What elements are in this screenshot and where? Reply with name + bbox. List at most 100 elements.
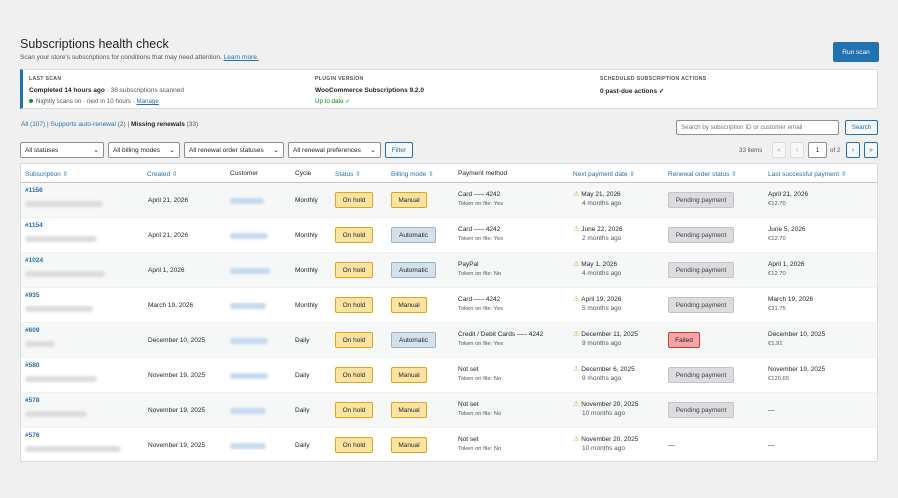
- col-renewal-status[interactable]: Renewal order status ⇳: [668, 171, 737, 178]
- table-row: #1024 April 1, 2026 Monthly On hold Automati…: [21, 253, 877, 288]
- last-scan-section: LAST SCAN Completed 14 hours ago · 38 su…: [29, 76, 184, 105]
- last-payment-empty: —: [768, 407, 775, 414]
- renewal-preference-select[interactable]: All renewal preferences ⌄: [288, 142, 381, 158]
- warning-icon: ⚠: [573, 401, 580, 408]
- renewal-status-badge: Pending payment: [668, 227, 734, 243]
- payment-method-cell: Not set Token on file: No: [458, 436, 501, 452]
- first-page-button[interactable]: «: [772, 142, 786, 158]
- redacted-customer-link[interactable]: [230, 338, 268, 344]
- payment-method: Not set: [458, 366, 479, 373]
- status-badge: On hold: [335, 262, 373, 278]
- prev-page-button[interactable]: ‹: [790, 142, 804, 158]
- created-date: April 1, 2026: [148, 267, 185, 274]
- redacted-customer-name: [25, 446, 121, 452]
- view-all[interactable]: All (107): [21, 121, 46, 128]
- view-filters: All (107) | Supports auto-renewal (2) | …: [21, 121, 199, 128]
- search-input[interactable]: [676, 120, 839, 135]
- learn-more-link[interactable]: Learn more.: [223, 54, 259, 61]
- redacted-customer-link[interactable]: [230, 233, 268, 239]
- last-scan-label: LAST SCAN: [29, 76, 62, 82]
- billing-mode-select[interactable]: All billing modes ⌄: [108, 142, 180, 158]
- billing-cycle: Monthly: [295, 267, 318, 274]
- last-payment-cell: November 19, 2025 €120.65: [768, 366, 825, 382]
- redacted-customer-link[interactable]: [230, 373, 268, 379]
- last-page-button[interactable]: »: [864, 142, 878, 158]
- renewal-status-select[interactable]: All renewal order statuses ⌄: [184, 142, 284, 158]
- subscription-link[interactable]: #609: [25, 327, 40, 334]
- next-payment-cell: ⚠ November 20, 2025 10 months ago: [573, 435, 638, 452]
- subtitle-text: Scan your store's subscriptions for cond…: [20, 54, 222, 61]
- next-payment-relative: 2 months ago: [582, 235, 622, 242]
- col-status[interactable]: Status ⇳: [335, 171, 361, 178]
- next-payment-date: December 11, 2025: [581, 331, 638, 338]
- payment-method-cell: PayPal Token on file: No: [458, 261, 501, 277]
- status-select[interactable]: All statuses ⌄: [20, 142, 104, 158]
- subscription-link[interactable]: #1154: [25, 222, 43, 229]
- subscription-link[interactable]: #1024: [25, 257, 44, 264]
- search-button[interactable]: Search: [845, 120, 878, 135]
- last-payment-date: December 10, 2025: [768, 331, 826, 338]
- view-missing-renewals[interactable]: Missing renewals: [131, 121, 185, 128]
- col-next-payment[interactable]: Next payment date ⇳: [573, 171, 635, 178]
- redacted-customer-link[interactable]: [230, 198, 264, 204]
- view-auto-renewal[interactable]: Supports auto-renewal: [50, 121, 116, 128]
- plugin-version-label: PLUGIN VERSION: [315, 76, 364, 82]
- run-scan-button[interactable]: Run scan: [833, 42, 879, 62]
- payment-method-cell: Credit / Debit Cards —– 4242 Token on fil…: [458, 331, 543, 347]
- last-payment-amount: €120.65: [768, 376, 789, 382]
- redacted-customer-link[interactable]: [230, 408, 266, 414]
- status-badge: On hold: [335, 192, 373, 208]
- col-subscription[interactable]: Subscription ⇳: [25, 171, 69, 178]
- filter-button[interactable]: Filter: [385, 142, 413, 158]
- subscription-link[interactable]: #576: [25, 432, 40, 439]
- subscription-link[interactable]: #1156: [25, 187, 43, 194]
- next-payment-cell: ⚠ May 21, 2026 4 months ago: [573, 190, 621, 207]
- redacted-customer-link[interactable]: [230, 268, 270, 274]
- billing-cycle: Daily: [295, 372, 310, 379]
- redacted-customer-name: [25, 236, 97, 242]
- billing-mode-badge: Automatic: [391, 227, 436, 243]
- col-last-payment[interactable]: Last successful payment ⇳: [768, 171, 847, 178]
- next-page-button[interactable]: ›: [846, 142, 860, 158]
- token-on-file: Token on file: No: [458, 376, 502, 382]
- table-row: #609 December 10, 2025 Daily On hold Automat…: [21, 323, 877, 358]
- token-on-file: Token on file: No: [458, 271, 502, 277]
- payment-method-cell: Card —– 4242 Token on file: Yes: [458, 191, 503, 207]
- created-date: November 19, 2025: [148, 442, 206, 449]
- next-payment-relative: 5 months ago: [582, 305, 622, 312]
- payment-method: Credit / Debit Cards —– 4242: [458, 331, 544, 338]
- redacted-customer-link[interactable]: [230, 443, 266, 449]
- billing-cycle: Monthly: [295, 197, 318, 204]
- table-row: #935 March 19, 2026 Monthly On hold Manual Ca…: [21, 288, 877, 323]
- subscription-link[interactable]: #578: [25, 397, 40, 404]
- chevron-down-icon: ⌄: [93, 147, 99, 154]
- token-on-file: Token on file: Yes: [458, 236, 504, 242]
- billing-cycle: Daily: [295, 442, 310, 449]
- last-payment-amount: €12.70: [768, 271, 786, 277]
- redacted-customer-link[interactable]: [230, 303, 266, 309]
- chevron-down-icon: ⌄: [370, 147, 376, 154]
- subscription-link[interactable]: #935: [25, 292, 40, 299]
- token-on-file: Token on file: Yes: [458, 306, 504, 312]
- current-page-input[interactable]: 1: [808, 142, 827, 158]
- next-payment-cell: ⚠ December 11, 2025 9 months ago: [573, 330, 638, 347]
- warning-icon: ⚠: [573, 226, 580, 233]
- last-payment-cell: December 10, 2025 €1.91: [768, 331, 825, 347]
- next-payment-date: May 21, 2026: [581, 191, 621, 198]
- plugin-up-to-date: Up to date ✓: [315, 98, 351, 105]
- subscription-link[interactable]: #580: [25, 362, 40, 369]
- last-payment-amount: €12.70: [768, 201, 786, 207]
- redacted-customer-name: [25, 376, 97, 382]
- col-billing-mode[interactable]: Billing mode ⇳: [391, 171, 434, 178]
- manage-link[interactable]: Manage: [136, 98, 159, 105]
- created-date: March 19, 2026: [148, 302, 194, 309]
- next-payment-relative: 9 months ago: [582, 375, 622, 382]
- col-created[interactable]: Created ⇳: [147, 171, 178, 178]
- redacted-customer-name: [25, 201, 103, 207]
- payment-method-cell: Not set Token on file: No: [458, 366, 501, 382]
- total-pages: of 2: [830, 146, 841, 154]
- redacted-customer-name: [25, 271, 105, 277]
- warning-icon: ⚠: [573, 261, 580, 268]
- next-payment-relative: 9 months ago: [582, 340, 622, 347]
- warning-icon: ⚠: [573, 296, 580, 303]
